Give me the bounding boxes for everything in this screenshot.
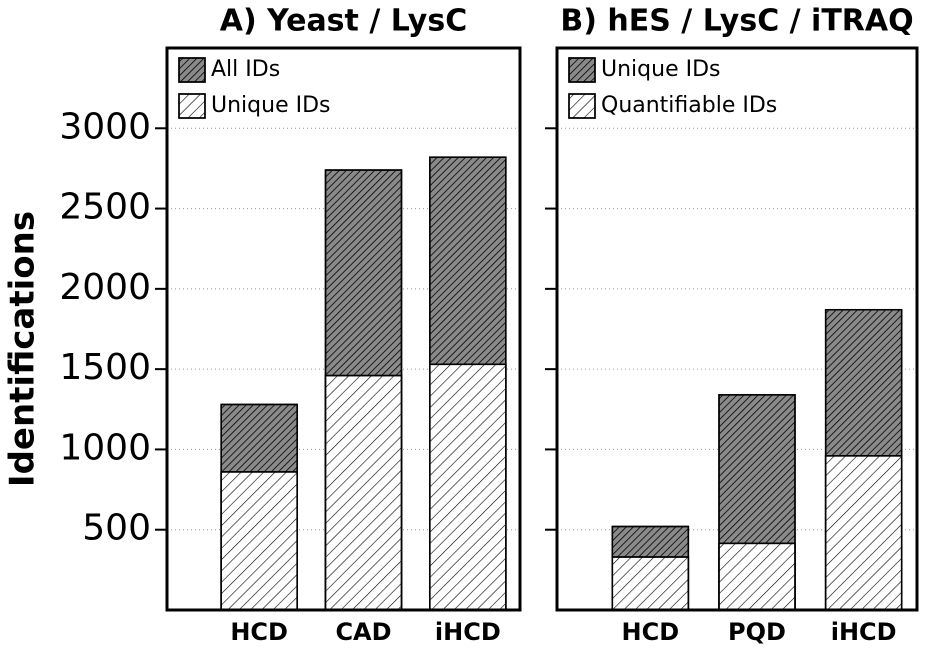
x-tick-label: iHCD — [831, 618, 897, 646]
bar-hatch — [824, 455, 903, 611]
y-tick-label: 1000 — [59, 427, 151, 468]
x-tick-label: PQD — [728, 618, 786, 646]
y-tick-label: 500 — [82, 508, 151, 549]
legend-label: Unique IDs — [211, 93, 331, 118]
y-tick-label: 3000 — [59, 106, 151, 147]
legend-hatch — [178, 93, 206, 119]
x-tick-label: iHCD — [435, 618, 501, 646]
legend-hatch — [568, 57, 596, 83]
y-axis-label: Identifications — [3, 211, 43, 487]
panel-title: A) Yeast / LysC — [220, 4, 468, 39]
bar-hatch — [718, 542, 796, 611]
bar-hatch — [220, 471, 298, 611]
x-tick-label: HCD — [622, 618, 680, 646]
legend-hatch — [178, 57, 206, 83]
bar-hatch — [324, 374, 403, 611]
x-tick-label: HCD — [230, 618, 288, 646]
plot-frame — [165, 46, 522, 612]
bar-hatch — [429, 363, 507, 611]
legend-hatch — [568, 93, 596, 119]
y-tick-label: 2500 — [59, 187, 151, 228]
bar-hatch — [611, 556, 690, 611]
y-tick-label: 1500 — [59, 347, 151, 388]
legend-label: Unique IDs — [601, 57, 721, 82]
panel-title: B) hES / LysC / iTRAQ — [560, 4, 913, 39]
x-tick-label: CAD — [335, 618, 391, 646]
legend-label: All IDs — [211, 57, 280, 82]
plot-frame — [555, 46, 919, 612]
legend-label: Quantifiable IDs — [601, 93, 777, 118]
y-tick-label: 2000 — [59, 267, 151, 308]
